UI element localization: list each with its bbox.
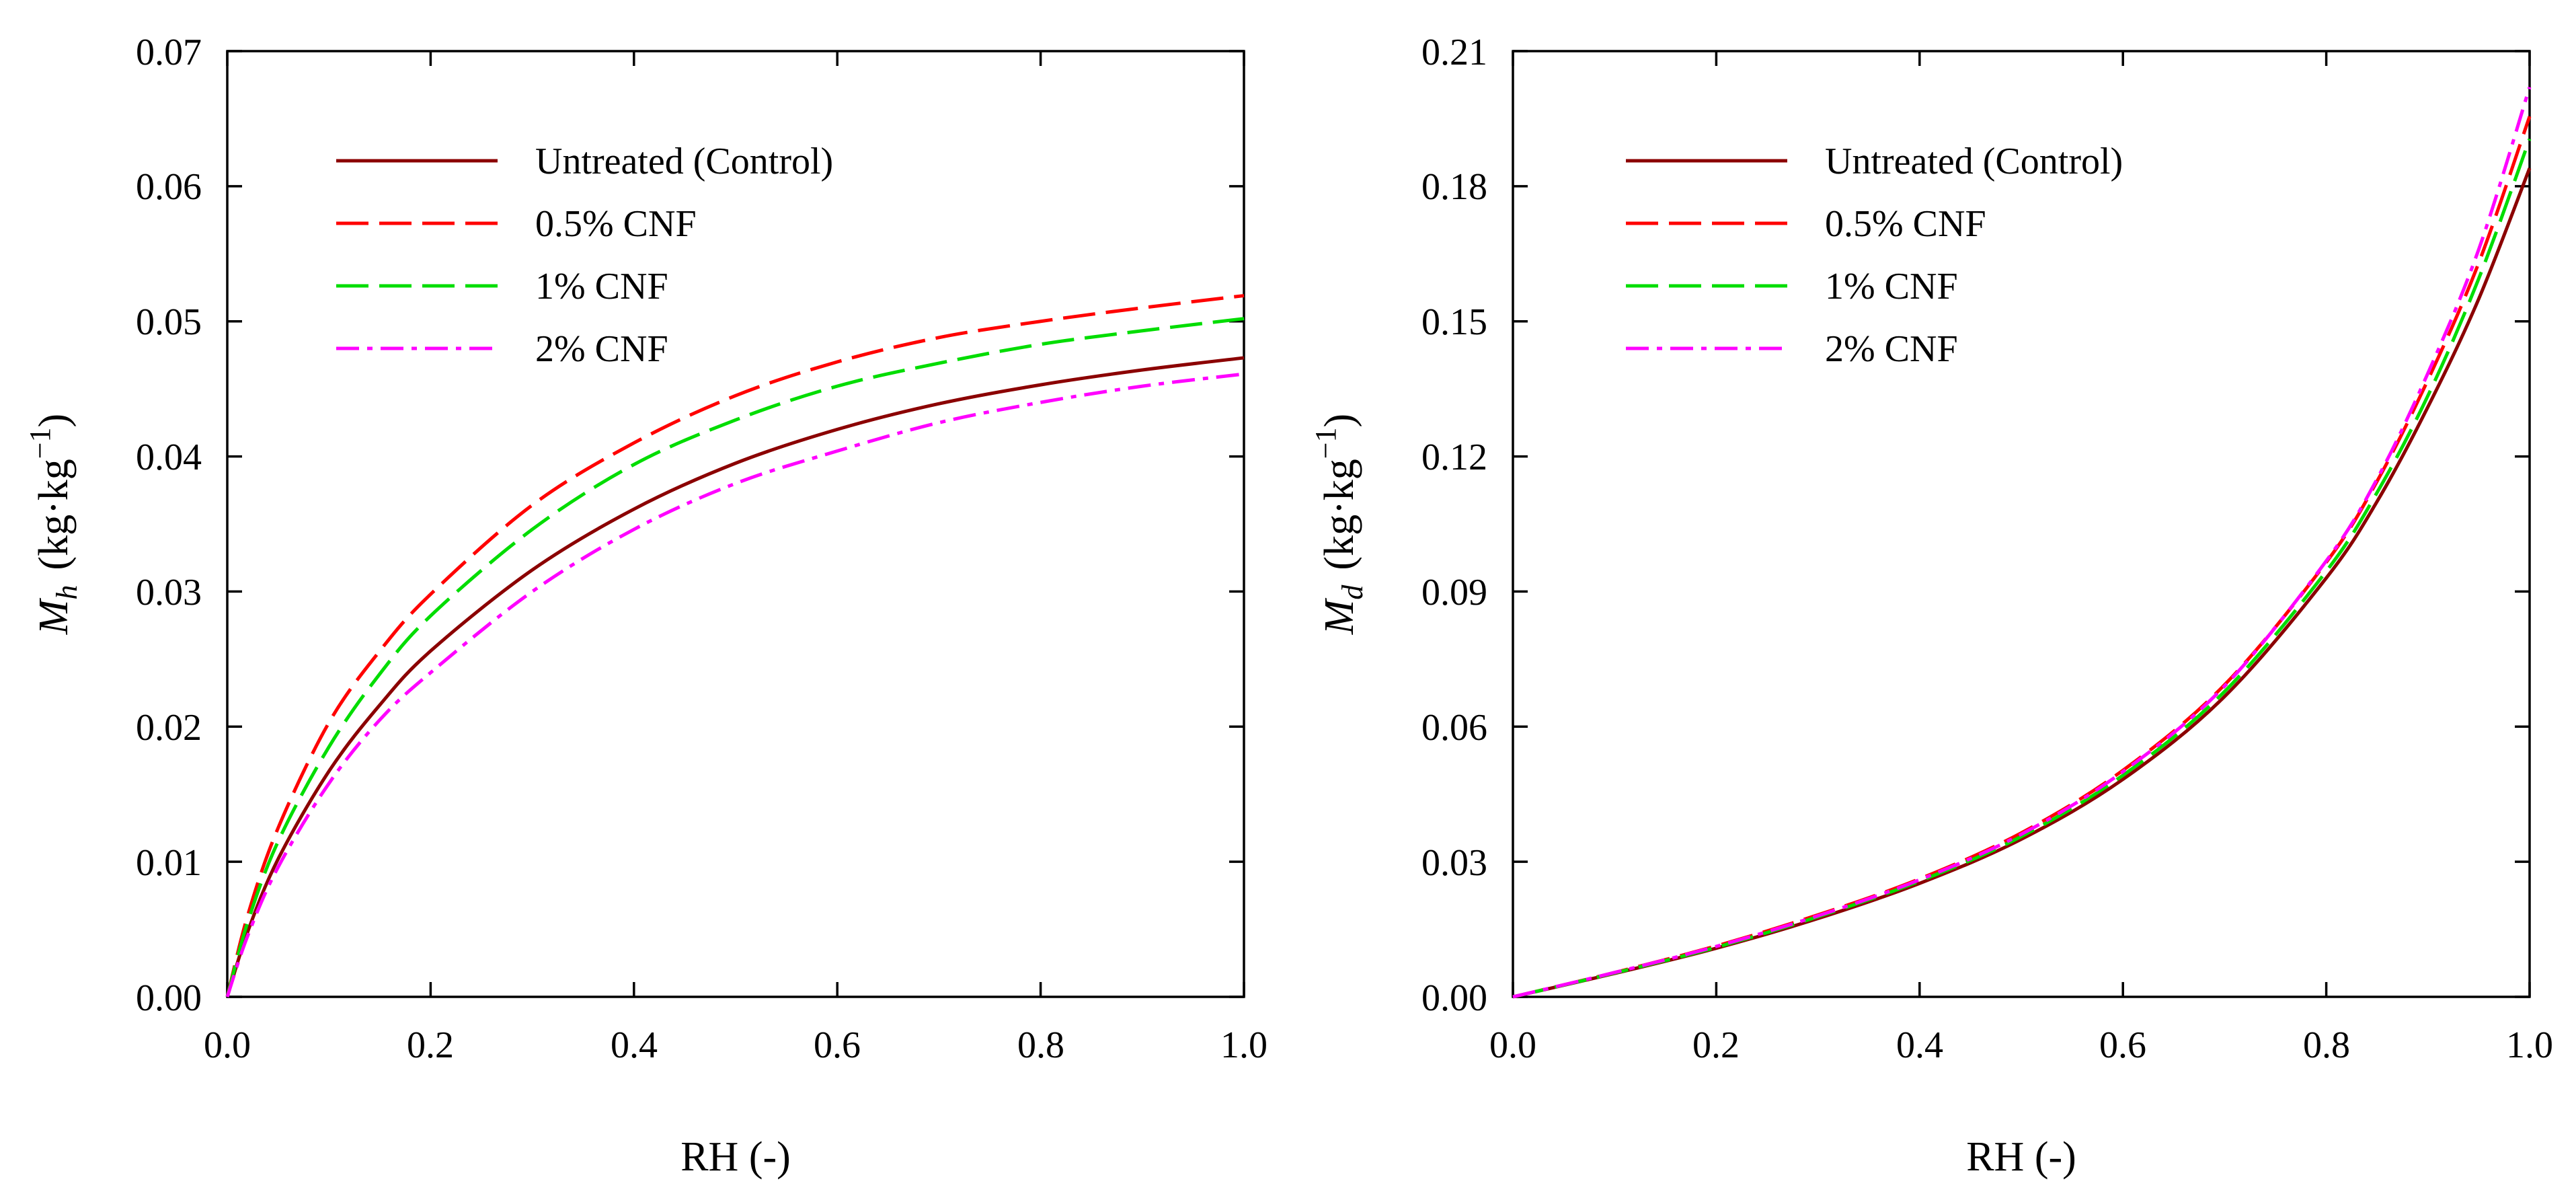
right-ytick-0: 0.00 [1421, 977, 1487, 1019]
right-series-line-0 [1512, 167, 2532, 999]
left-xtick-5: 1.0 [1220, 1024, 1267, 1066]
right-ytick-5: 0.15 [1421, 301, 1487, 343]
right-curves [1512, 86, 2532, 999]
left-series-line-2 [225, 317, 1245, 998]
left-xtick-0: 0.0 [204, 1024, 251, 1066]
right-ylabel-units: (kg·kg [1317, 459, 1362, 570]
left-ytick-1: 0.01 [136, 842, 202, 884]
right-ylabel-symbol: M [1317, 597, 1362, 635]
left-ytick-3: 0.03 [136, 572, 202, 613]
left-xtick-3: 0.6 [814, 1024, 861, 1066]
left-legend-label-2: 1% CNF [535, 266, 668, 307]
left-x-tick-labels: 0.0 0.2 0.4 0.6 0.8 1.0 [204, 1024, 1267, 1066]
right-xtick-0: 0.0 [1489, 1024, 1536, 1066]
right-chart: 0.00 0.03 0.06 0.09 0.12 0.15 0.18 0.21 … [1309, 32, 2553, 1180]
right-ytick-7: 0.21 [1421, 32, 1487, 73]
right-ylabel-exponent: −1 [1309, 427, 1342, 459]
left-legend-label-1: 0.5% CNF [535, 203, 697, 245]
right-xtick-1: 0.2 [1692, 1024, 1740, 1066]
left-ytick-7: 0.07 [136, 32, 202, 73]
left-ylabel-subscript: h [50, 585, 83, 600]
svg-text:Mh(kg·kg−1): Mh (kg·kg−1) [24, 414, 83, 635]
right-ytick-1: 0.03 [1421, 842, 1487, 884]
left-ylabel-symbol: M [31, 597, 77, 635]
left-ylabel-units: (kg·kg [31, 459, 77, 570]
right-series-line-3 [1512, 86, 2532, 999]
left-xtick-1: 0.2 [407, 1024, 454, 1066]
right-legend-label-2: 1% CNF [1825, 266, 1958, 307]
right-y-axis-label: Md (kg·kg−1) [1309, 414, 1369, 635]
right-x-tick-labels: 0.0 0.2 0.4 0.6 0.8 1.0 [1489, 1024, 2553, 1066]
left-tick-marks [226, 50, 1245, 998]
left-ytick-0: 0.00 [136, 977, 202, 1019]
left-ytick-5: 0.05 [136, 301, 202, 343]
svg-text:Md(kg·kg−1): Md (kg·kg−1) [1309, 414, 1369, 635]
right-ytick-3: 0.09 [1421, 572, 1487, 613]
left-ytick-4: 0.04 [136, 437, 202, 478]
left-y-axis-label: Mh (kg·kg−1) [24, 414, 83, 635]
right-legend-label-0: Untreated (Control) [1825, 141, 2123, 182]
right-y-tick-labels: 0.00 0.03 0.06 0.09 0.12 0.15 0.18 0.21 [1421, 32, 1487, 1019]
left-plot-frame [226, 50, 1245, 998]
left-y-tick-labels: 0.00 0.01 0.02 0.03 0.04 0.05 0.06 0.07 [136, 32, 202, 1019]
right-xtick-2: 0.4 [1896, 1024, 1943, 1066]
left-ylabel-exponent: −1 [24, 427, 56, 459]
left-ylabel-close: ) [31, 414, 77, 428]
right-legend: Untreated (Control) 0.5% CNF 1% CNF 2% C… [1626, 141, 2123, 370]
left-legend-label-3: 2% CNF [535, 328, 668, 370]
right-ytick-2: 0.06 [1421, 707, 1487, 749]
left-legend: Untreated (Control) 0.5% CNF 1% CNF 2% C… [336, 141, 833, 370]
right-ytick-4: 0.12 [1421, 437, 1487, 478]
right-xtick-3: 0.6 [2099, 1024, 2146, 1066]
left-ytick-6: 0.06 [136, 166, 202, 208]
left-chart: 0.00 0.01 0.02 0.03 0.04 0.05 0.06 0.07 … [24, 32, 1267, 1180]
right-xtick-4: 0.8 [2303, 1024, 2350, 1066]
right-legend-label-3: 2% CNF [1825, 328, 1958, 370]
left-legend-label-0: Untreated (Control) [535, 141, 833, 182]
left-series-line-0 [225, 356, 1245, 998]
left-xtick-2: 0.4 [611, 1024, 658, 1066]
left-series-line-1 [225, 294, 1245, 998]
right-xtick-5: 1.0 [2506, 1024, 2553, 1066]
right-ylabel-close: ) [1317, 414, 1362, 428]
right-series-line-1 [1512, 116, 2532, 999]
left-curves [225, 294, 1245, 998]
right-tick-marks [1512, 50, 2531, 998]
right-series-line-2 [1512, 138, 2532, 999]
left-xtick-4: 0.8 [1017, 1024, 1064, 1066]
right-plot-frame [1512, 50, 2531, 998]
right-x-axis-label: RH (-) [1966, 1134, 2076, 1180]
left-x-axis-label: RH (-) [680, 1134, 791, 1180]
right-ylabel-subscript: d [1336, 585, 1369, 600]
left-ytick-2: 0.02 [136, 707, 202, 749]
right-ytick-6: 0.18 [1421, 166, 1487, 208]
left-series-line-3 [225, 372, 1245, 998]
right-legend-label-1: 0.5% CNF [1825, 203, 1986, 245]
